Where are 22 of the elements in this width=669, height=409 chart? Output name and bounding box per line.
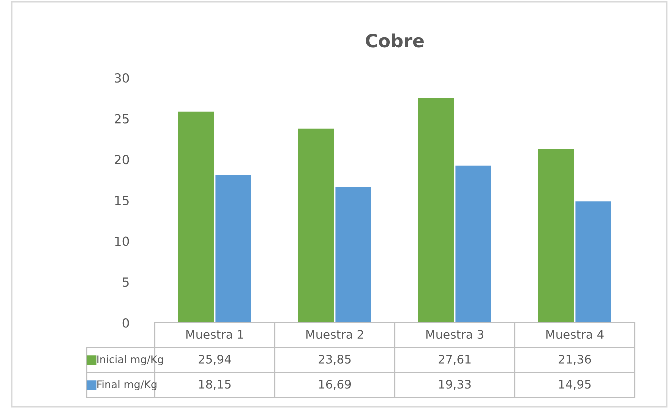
data-label: 21,36 [558, 354, 592, 366]
x-tick-label: Muestra 3 [426, 330, 484, 340]
y-tick-label: 10 [115, 236, 130, 246]
chart-title: Cobre [366, 34, 424, 48]
legend-label: Inicial mg/Kg [98, 355, 164, 366]
x-tick-label: Muestra 2 [306, 330, 364, 340]
data-label: 27,61 [438, 354, 471, 366]
y-tick-label: 30 [115, 73, 130, 83]
data-label: 19,33 [439, 380, 471, 390]
data-label: 25,94 [198, 354, 232, 366]
y-tick-label: 25 [115, 114, 129, 124]
y-tick-label: 5 [123, 278, 129, 288]
legend-label: Final mg/Kg [98, 380, 157, 391]
data-label: 14,95 [559, 380, 591, 390]
x-tick-label: Muestra 1 [186, 330, 244, 340]
data-label: 23,85 [318, 354, 351, 366]
y-tick-label: 20 [115, 155, 130, 165]
y-tick-label: 0 [122, 318, 130, 328]
data-label: 18,15 [199, 380, 231, 390]
y-tick-label: 15 [115, 196, 129, 206]
data-label: 16,69 [319, 380, 352, 390]
x-tick-label: Muestra 4 [546, 330, 604, 340]
